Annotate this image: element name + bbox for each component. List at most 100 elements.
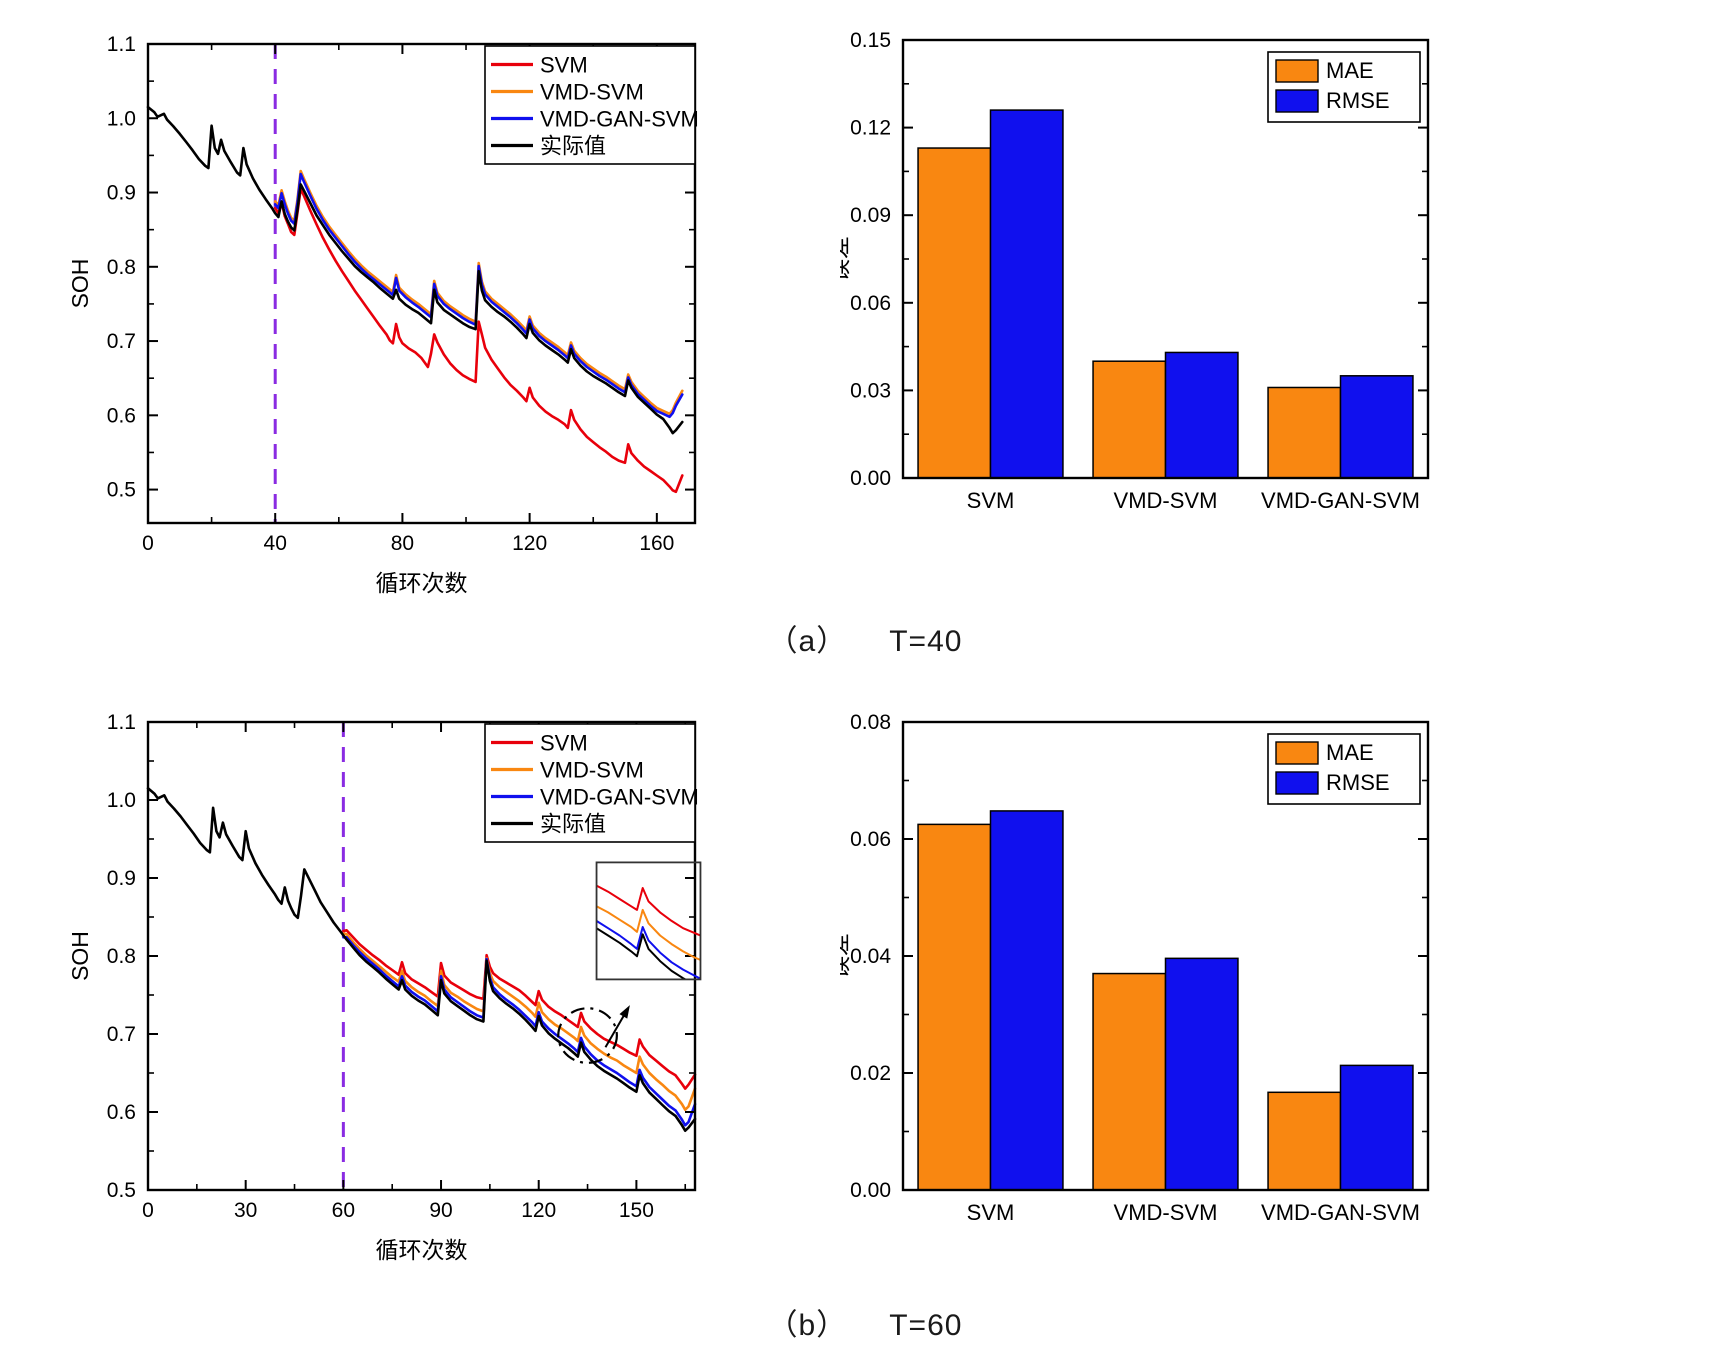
legend-swatch-MAE bbox=[1275, 741, 1319, 765]
bar-mae-VMD-GAN-SVM bbox=[1267, 386, 1342, 479]
legend-label: VMD-GAN-SVM bbox=[540, 785, 699, 810]
bar-rmse-VMD-SVM bbox=[1164, 957, 1239, 1191]
x-tick-label: 40 bbox=[264, 532, 287, 555]
y-tick-label: 0.5 bbox=[107, 479, 136, 502]
inset-box bbox=[595, 861, 702, 981]
bar-rmse-SVM bbox=[989, 810, 1064, 1191]
legend-label: MAE bbox=[1326, 58, 1374, 83]
y-tick-label: 0.6 bbox=[107, 404, 136, 427]
legend-label: RMSE bbox=[1326, 770, 1390, 795]
y-tick-label: 0.08 bbox=[850, 711, 891, 734]
bar-rmse-VMD-GAN-SVM bbox=[1339, 1064, 1414, 1191]
y-tick-label: 0.04 bbox=[850, 945, 891, 968]
x-tick-label: 160 bbox=[639, 532, 674, 555]
series-SVM-line bbox=[342, 928, 697, 1090]
y-tick-label: 0.02 bbox=[850, 1062, 891, 1085]
plot-border bbox=[146, 42, 697, 525]
line-t40-svg: 0 40 80 120 160 0.5 0.6 0.7 0.8 0.9 1.0 1.1 循环次数 SOH S… bbox=[67, 33, 699, 596]
x-axis: 0 40 80 120 160 bbox=[142, 44, 674, 555]
y-tick-label: 0.9 bbox=[107, 182, 136, 205]
y-axis-title: SOH bbox=[67, 931, 93, 981]
bar-rmse-VMD-SVM bbox=[1164, 351, 1239, 479]
legend-label: SVM bbox=[540, 731, 588, 756]
x-axis-title: 循环次数 bbox=[376, 570, 468, 596]
bar-mae-VMD-GAN-SVM bbox=[1267, 1091, 1342, 1191]
y-tick-label: 1.0 bbox=[107, 107, 136, 130]
y-tick-label: 0.6 bbox=[107, 1101, 136, 1124]
y-axis: 0.5 0.6 0.7 0.8 0.9 1.0 1.1 bbox=[107, 33, 695, 502]
legend-label: SVM bbox=[540, 53, 588, 78]
x-tick-label: 60 bbox=[332, 1199, 355, 1222]
line-chart-t40: 0 40 80 120 160 0.5 0.6 0.7 0.8 0.9 1.0 1.1 循环次数 SOH S… bbox=[55, 10, 795, 625]
bar-chart-t40: SVM VMD-SVM VMD-GAN-SVM 0.00 0.03 0.06 0.09 0.1… bbox=[826, 10, 1500, 570]
y-tick-label: 0.06 bbox=[850, 292, 891, 315]
y-tick-label: 0.8 bbox=[107, 945, 136, 968]
series-VMD-SVM-line bbox=[342, 932, 697, 1112]
category-label: VMD-GAN-SVM bbox=[1261, 488, 1420, 513]
category-label: VMD-SVM bbox=[1114, 1200, 1218, 1225]
x-tick-label: 120 bbox=[521, 1199, 556, 1222]
x-tick-label: 80 bbox=[391, 532, 414, 555]
x-tick-label: 0 bbox=[142, 1199, 154, 1222]
category-label: VMD-SVM bbox=[1114, 488, 1218, 513]
caption-a: （a） T=40 bbox=[615, 616, 1115, 660]
y-axis: 0.00 0.03 0.06 0.09 0.12 0.15 bbox=[850, 29, 1428, 490]
legend-label: VMD-GAN-SVM bbox=[540, 107, 699, 132]
y-tick-label: 0.06 bbox=[850, 828, 891, 851]
y-tick-label: 1.0 bbox=[107, 789, 136, 812]
legend-label: 实际值 bbox=[540, 134, 606, 159]
y-tick-label: 0.7 bbox=[107, 330, 136, 353]
bar-mae-SVM bbox=[917, 823, 992, 1191]
y-tick-label: 0.8 bbox=[107, 256, 136, 279]
bar-mae-VMD-SVM bbox=[1092, 360, 1167, 479]
y-tick-label: 0.5 bbox=[107, 1179, 136, 1202]
category-label: VMD-GAN-SVM bbox=[1261, 1200, 1420, 1225]
y-axis-title: SOH bbox=[67, 259, 93, 309]
bar-mae-SVM bbox=[917, 147, 992, 479]
category-label: SVM bbox=[967, 1200, 1015, 1225]
inset-zoom-view bbox=[596, 884, 701, 980]
y-tick-label: 0.15 bbox=[850, 29, 891, 52]
category-label: SVM bbox=[967, 488, 1015, 513]
legend-label: RMSE bbox=[1326, 88, 1390, 113]
caption-b: （b） T=60 bbox=[615, 1300, 1115, 1344]
legend: MAE RMSE bbox=[1267, 51, 1421, 123]
y-axis-title: 误差 bbox=[840, 933, 852, 979]
bar-rmse-VMD-GAN-SVM bbox=[1339, 375, 1414, 479]
series-VMD-GAN-SVM-line bbox=[273, 172, 684, 419]
x-tick-label: 90 bbox=[429, 1199, 452, 1222]
legend-label: MAE bbox=[1326, 740, 1374, 765]
legend-label: VMD-SVM bbox=[540, 80, 644, 105]
y-tick-label: 0.12 bbox=[850, 117, 891, 140]
line-t60-svg: 0 30 60 90 120 150 0.5 0.6 0.7 0.8 0.9 1.0 1.1 循环次数 SO… bbox=[67, 711, 702, 1263]
caption-a-value: T=40 bbox=[889, 625, 963, 658]
bar-rmse-SVM bbox=[989, 109, 1064, 479]
bar-chart-t60: SVM VMD-SVM VMD-GAN-SVM 0.00 0.02 0.04 0.06 0.0… bbox=[826, 645, 1500, 1255]
bar-t60-svg: SVM VMD-SVM VMD-GAN-SVM0.000.020.040.060.0… bbox=[826, 711, 1430, 1225]
legend-swatch-MAE bbox=[1275, 59, 1319, 83]
y-axis-title: 误差 bbox=[840, 236, 852, 282]
y-tick-label: 1.1 bbox=[107, 33, 136, 56]
bar-t40-svg: SVM VMD-SVM VMD-GAN-SVM 0.00 0.03 0.06 0.09 0.1… bbox=[826, 29, 1430, 513]
caption-a-label: （a） bbox=[767, 625, 848, 658]
legend-swatch-RMSE bbox=[1275, 89, 1319, 113]
y-tick-label: 0.00 bbox=[850, 467, 891, 490]
x-axis-title: 循环次数 bbox=[376, 1237, 468, 1263]
highlight-circle bbox=[557, 1007, 618, 1064]
y-tick-label: 0.7 bbox=[107, 1023, 136, 1046]
legend-swatch-RMSE bbox=[1275, 771, 1319, 795]
bar-mae-VMD-SVM bbox=[1092, 972, 1167, 1191]
series-VMD-GAN-SVM-line bbox=[342, 935, 697, 1127]
y-axis: 0.00 0.02 0.04 0.06 0.08 bbox=[850, 711, 1428, 1202]
line-chart-t60: 0 30 60 90 120 150 0.5 0.6 0.7 0.8 0.9 1.0 1.1 循环次数 SO… bbox=[55, 645, 795, 1285]
series-实际值-line bbox=[146, 787, 697, 1133]
x-tick-label: 150 bbox=[619, 1199, 654, 1222]
y-tick-label: 1.1 bbox=[107, 711, 136, 734]
series-实际值-line bbox=[146, 105, 684, 435]
y-tick-label: 0.00 bbox=[850, 1179, 891, 1202]
legend-label: 实际值 bbox=[540, 812, 606, 837]
y-tick-label: 0.9 bbox=[107, 867, 136, 890]
caption-b-label: （b） bbox=[767, 1309, 848, 1342]
